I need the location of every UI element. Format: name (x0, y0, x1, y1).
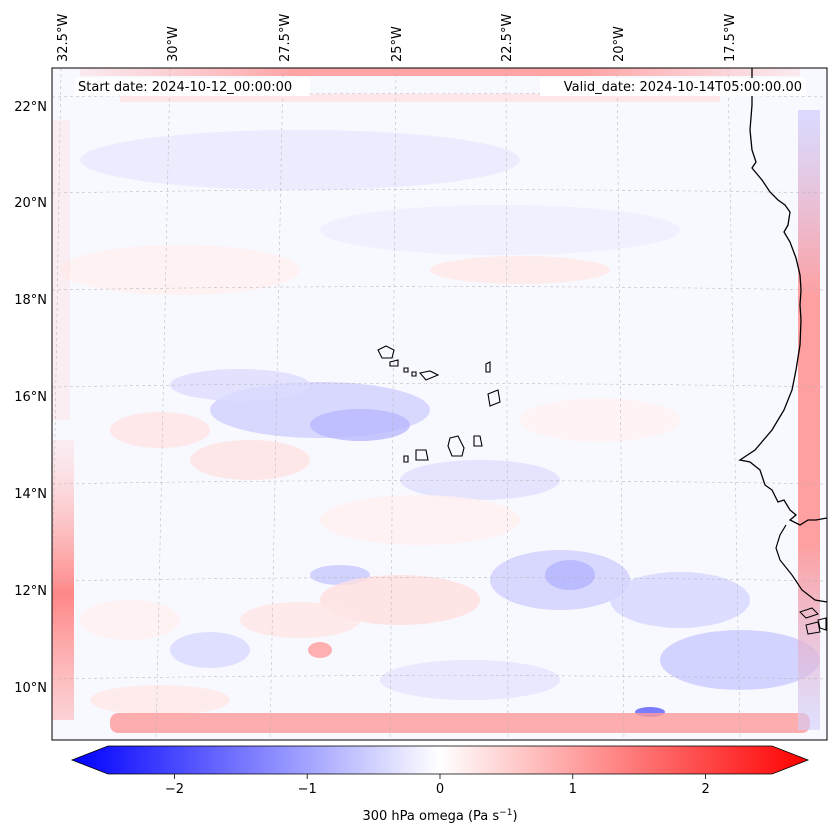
colorbar-body (70, 745, 810, 775)
map-frame (51, 67, 828, 741)
valid-date-text: Valid_date: 2024-10-14T05:00:00.00 (564, 80, 802, 95)
colorbar-ticks: −2 −1 0 1 2 (165, 774, 710, 797)
right-boundary-band (798, 110, 820, 730)
cape-verde-islands (377, 345, 501, 463)
lon-label: 22.5°W (500, 14, 515, 62)
senegal-coast-detail (775, 524, 827, 603)
bijagos-islands (799, 607, 827, 635)
omega-field-patches (60, 130, 820, 717)
colorbar-tick-label: −1 (298, 782, 317, 797)
colorbar-tick-label: 2 (701, 782, 709, 797)
map-area: Start date: 2024-10-12_00:00:00 Valid_da… (52, 68, 827, 740)
start-date-box (74, 78, 310, 96)
colorbar-tick-label: 1 (569, 782, 577, 797)
colorbar-tick-label: 0 (436, 782, 444, 797)
lat-label: 14°N (14, 487, 47, 502)
top-inner-band (120, 94, 720, 102)
lon-label: 25°W (390, 26, 405, 62)
left-boundary-band (52, 440, 74, 720)
lat-label: 16°N (14, 390, 47, 405)
lat-label: 12°N (14, 584, 47, 599)
lat-label: 10°N (14, 681, 47, 696)
africa-coastline (738, 68, 827, 526)
start-date-text: Start date: 2024-10-12_00:00:00 (78, 80, 292, 95)
lon-label: 27.5°W (278, 14, 293, 62)
colorbar-label: 300 hPa omega (Pa s−1) (362, 808, 517, 824)
lon-label: 20°W (612, 26, 627, 62)
top-boundary-band (80, 68, 800, 76)
colorbar: −2 −1 0 1 2 300 hPa omega (Pa s−1) (70, 745, 810, 824)
longitude-labels: 32.5°W 30°W 27.5°W 25°W 22.5°W 20°W 17.5… (56, 14, 738, 62)
bottom-boundary-band (110, 713, 810, 733)
lon-label: 30°W (166, 26, 181, 62)
lat-label: 22°N (14, 100, 47, 115)
lat-label: 20°N (14, 196, 47, 211)
colorbar-tick-label: −2 (165, 782, 184, 797)
valid-date-box (540, 78, 806, 96)
lon-label: 32.5°W (56, 14, 71, 62)
left-upper-band (52, 120, 70, 420)
lon-label: 17.5°W (723, 14, 738, 62)
lat-label: 18°N (14, 293, 47, 308)
latitude-labels: 22°N 20°N 18°N 16°N 14°N 12°N 10°N (14, 100, 47, 696)
